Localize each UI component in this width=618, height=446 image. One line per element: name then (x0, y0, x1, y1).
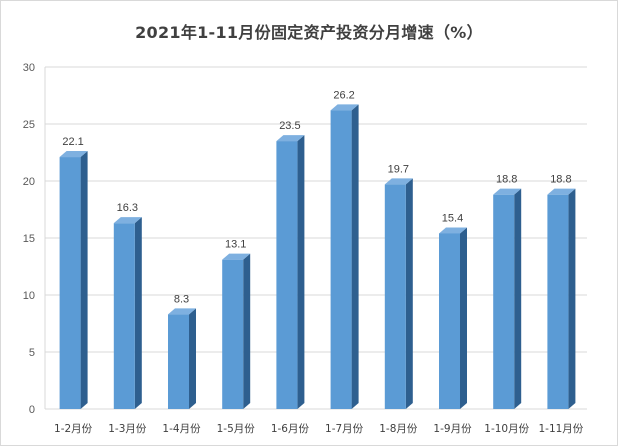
y-tick-label: 15 (23, 233, 35, 245)
y-tick-label: 10 (23, 290, 35, 302)
data-label: 15.4 (442, 212, 463, 224)
bar (330, 110, 352, 409)
data-label: 23.5 (279, 120, 300, 132)
bar-side (189, 308, 196, 409)
bar-top (547, 188, 576, 195)
y-tick-label: 0 (29, 404, 35, 416)
bar-side (134, 217, 142, 409)
y-tick-label: 5 (29, 347, 35, 359)
bar (222, 259, 244, 409)
bar-side (405, 178, 413, 409)
x-tick-label: 1-3月份 (108, 423, 147, 435)
bar-side (514, 188, 522, 409)
x-tick-label: 1-9月份 (433, 423, 472, 435)
bar-top (276, 135, 305, 142)
bar-side (80, 151, 88, 409)
bar-side (351, 104, 359, 409)
bar-top (439, 227, 467, 234)
y-tick-label: 30 (23, 62, 35, 74)
x-tick-label: 1-8月份 (379, 423, 418, 435)
data-label: 18.8 (496, 174, 517, 186)
bar-top (59, 151, 88, 158)
bar-side (568, 188, 576, 409)
bar (547, 194, 569, 409)
bar (168, 314, 189, 409)
data-label: 18.8 (550, 174, 571, 186)
x-tick-label: 1-11月份 (538, 423, 583, 435)
bar (384, 184, 406, 409)
bar-top (168, 308, 196, 315)
bar-top (330, 104, 359, 111)
bar-top (113, 217, 142, 224)
bar-top (493, 188, 522, 195)
bar-side (243, 253, 251, 409)
data-label: 13.1 (225, 239, 246, 251)
data-label: 26.2 (333, 89, 354, 101)
bar (439, 233, 460, 409)
bar (59, 157, 81, 409)
bar (276, 141, 298, 409)
x-tick-label: 1-7月份 (325, 423, 364, 435)
data-label: 22.1 (62, 136, 83, 148)
data-label: 16.3 (117, 202, 138, 214)
x-tick-label: 1-4月份 (162, 423, 201, 435)
bar-top (222, 253, 251, 260)
chart-title: 2021年1-11月份固定资产投资分月增速（%） (135, 23, 483, 42)
bar-top (384, 178, 413, 185)
bar-side (460, 227, 467, 409)
y-tick-label: 25 (23, 119, 35, 131)
x-tick-label: 1-10月份 (484, 423, 529, 435)
x-tick-label: 1-6月份 (271, 423, 310, 435)
bar-side (297, 135, 305, 409)
data-label: 19.7 (388, 163, 409, 175)
bar (113, 223, 135, 409)
x-tick-label: 1-5月份 (217, 423, 256, 435)
bar (493, 194, 515, 409)
y-tick-label: 20 (23, 176, 35, 188)
x-tick-label: 1-2月份 (54, 423, 93, 435)
data-label: 8.3 (174, 293, 189, 305)
